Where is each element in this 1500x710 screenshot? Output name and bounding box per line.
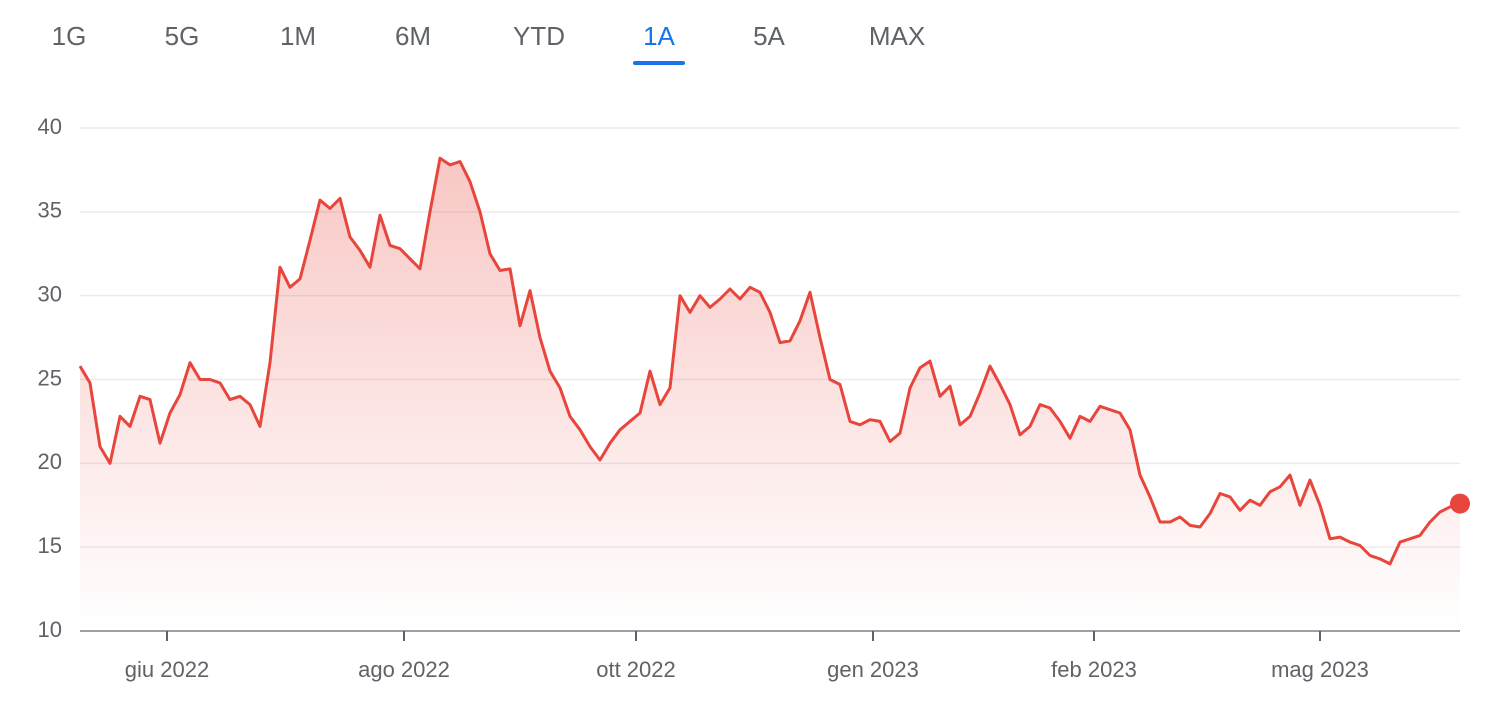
x-tick-label: mag 2023 — [1271, 657, 1369, 682]
y-tick-label: 30 — [38, 281, 62, 306]
x-tick-label: feb 2023 — [1051, 657, 1137, 682]
range-tab[interactable]: 5A — [753, 21, 785, 51]
selected-tab-indicator — [633, 61, 685, 65]
range-tab[interactable]: 6M — [395, 21, 431, 51]
x-tick-label: gen 2023 — [827, 657, 919, 682]
range-tab[interactable]: YTD — [513, 21, 565, 51]
y-tick-label: 15 — [38, 533, 62, 558]
y-tick-label: 20 — [38, 449, 62, 474]
x-tick-label: giu 2022 — [125, 657, 209, 682]
y-tick-label: 40 — [38, 114, 62, 139]
last-point — [1450, 493, 1470, 514]
area-fill — [80, 158, 1460, 631]
range-tab[interactable]: 1M — [280, 21, 316, 51]
price-line — [78, 156, 1461, 566]
range-tab[interactable]: MAX — [869, 21, 925, 51]
y-tick-label: 35 — [38, 198, 62, 223]
y-tick-label: 10 — [38, 617, 62, 642]
range-tab[interactable]: 5G — [165, 21, 200, 51]
x-tick-label: ott 2022 — [596, 657, 676, 682]
y-tick-label: 25 — [38, 365, 62, 390]
x-tick-label: ago 2022 — [358, 657, 450, 682]
range-tab[interactable]: 1G — [52, 21, 87, 51]
range-tab[interactable]: 1A — [643, 21, 675, 51]
